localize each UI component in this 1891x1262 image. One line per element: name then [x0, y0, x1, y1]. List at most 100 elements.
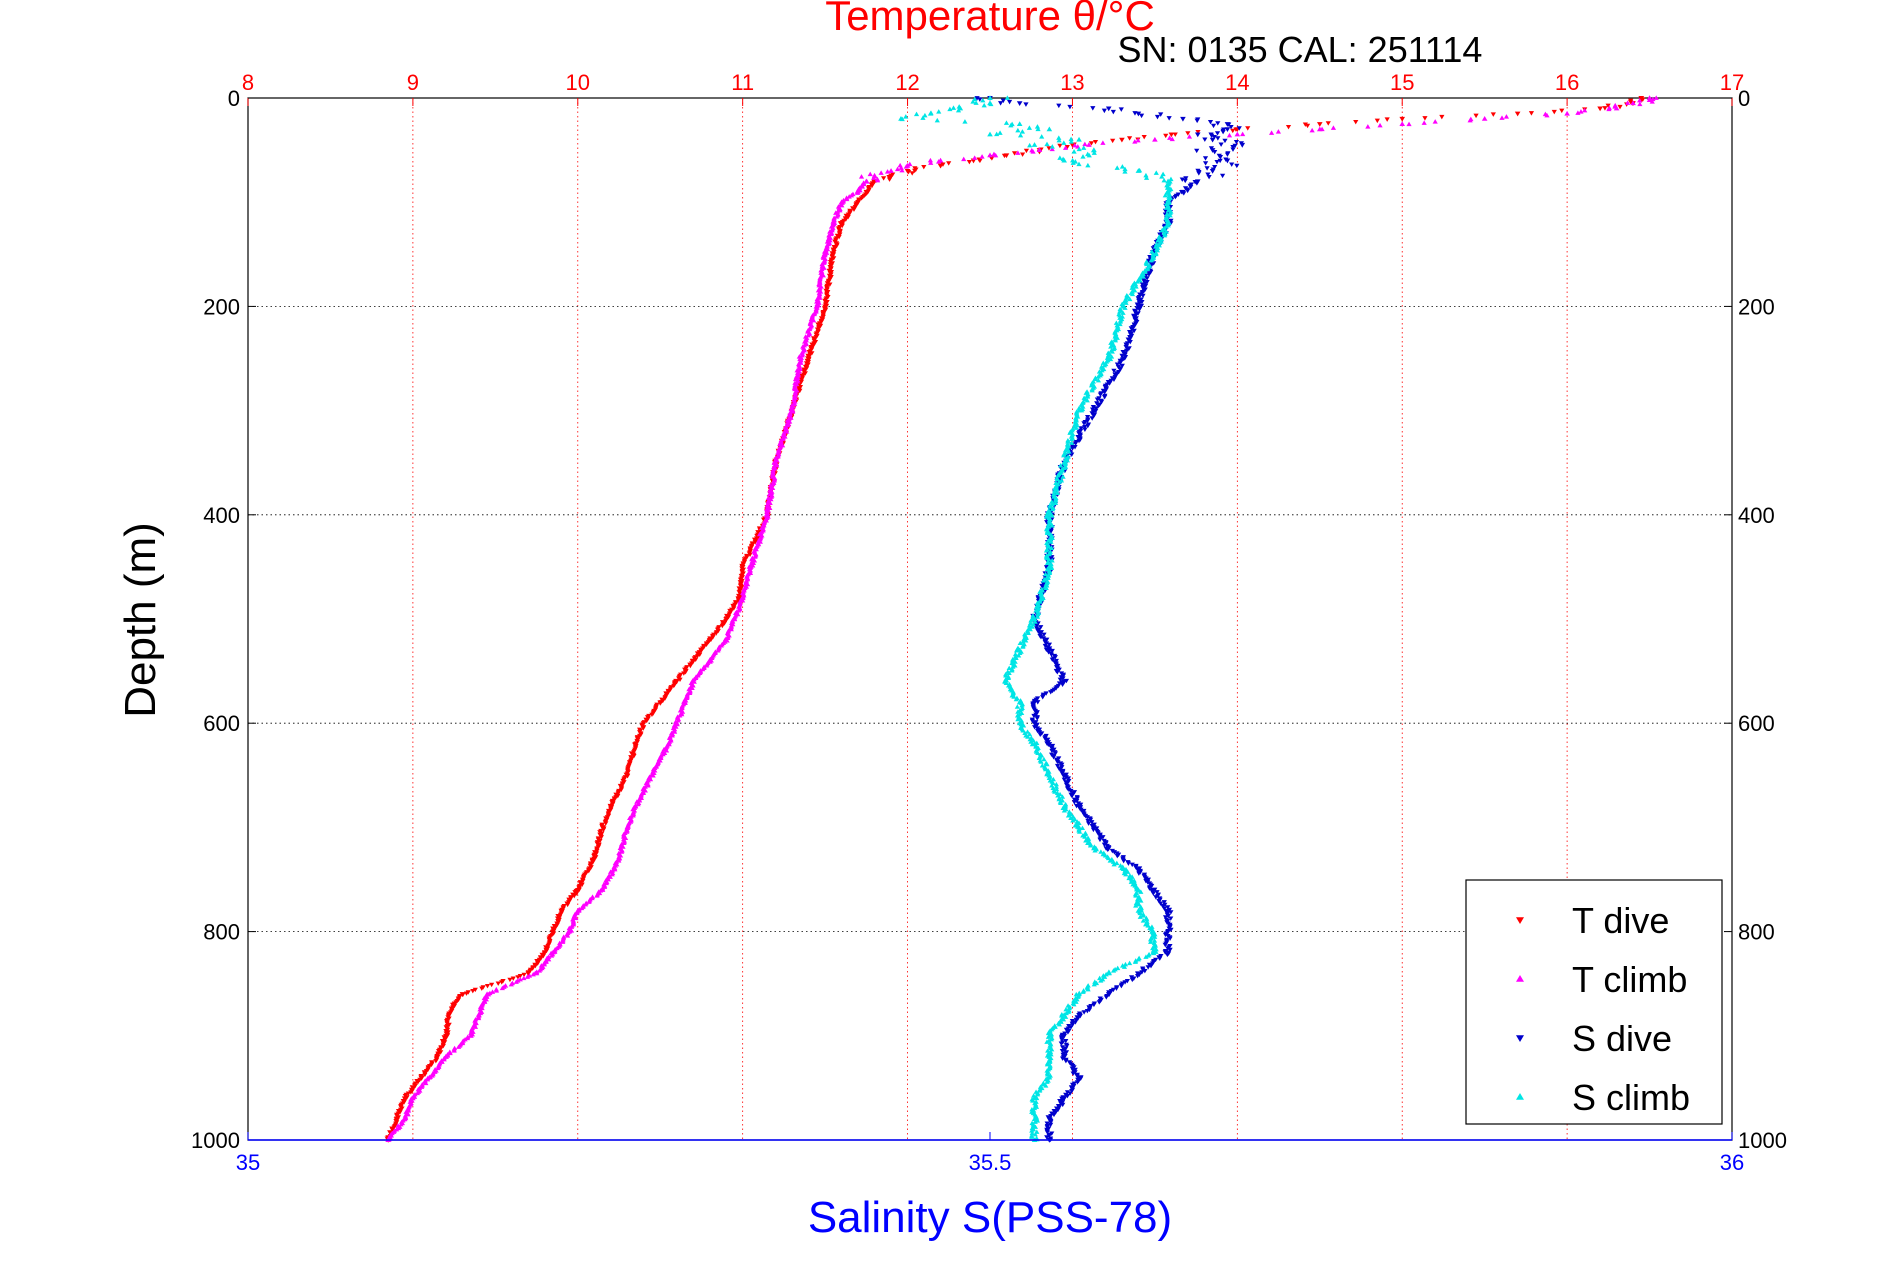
t-dive-point [946, 161, 952, 166]
s-climb-point [1049, 144, 1055, 149]
t-dive-point [615, 791, 621, 796]
t-climb-point [405, 1111, 411, 1117]
s-climb-point [1011, 694, 1017, 699]
s-dive-point [1105, 992, 1112, 997]
t-climb-point [1365, 124, 1371, 129]
s-climb-point [1017, 132, 1024, 138]
s-climb-point [1122, 166, 1128, 172]
t-climb-point [706, 657, 713, 663]
s-climb-point [1133, 284, 1139, 289]
t-climb-point [546, 956, 552, 962]
t-climb-point [1653, 95, 1659, 100]
t-dive-point [719, 623, 725, 629]
t-climb-point [1432, 119, 1438, 124]
t-climb-point [401, 1116, 408, 1122]
t-climb-point [987, 152, 993, 158]
s-dive-point [1091, 1002, 1097, 1008]
s-dive-point [1149, 961, 1156, 966]
s-dive-point [1145, 877, 1151, 883]
s-dive-point [1071, 800, 1078, 805]
s-climb-point [1088, 382, 1095, 388]
s-climb-point [1045, 575, 1051, 580]
t-climb-point [649, 772, 655, 778]
t-climb-point [508, 981, 514, 987]
s-climb-point [1165, 199, 1171, 205]
t-dive-point [632, 742, 639, 747]
temp-tick-label: 17 [1720, 70, 1744, 95]
s-climb-point [1061, 1012, 1067, 1017]
t-dive-point [813, 335, 819, 340]
depth-tick-label-right: 400 [1738, 503, 1775, 528]
t-dive-point [423, 1068, 430, 1074]
t-dive-point [594, 841, 600, 846]
t-dive-point [693, 657, 699, 663]
s-dive-point [1048, 1114, 1054, 1119]
s-dive-point [1098, 400, 1105, 405]
s-climb-point [1142, 269, 1148, 274]
temp-tick-label: 8 [242, 70, 254, 95]
s-climb-point [1076, 136, 1082, 142]
s-dive-point [1136, 871, 1142, 876]
s-climb-point [1110, 859, 1117, 864]
s-climb-point [1030, 738, 1037, 743]
s-dive-point [1063, 1027, 1070, 1033]
s-climb-point [1068, 136, 1074, 142]
s-climb-point [1132, 281, 1139, 287]
s-dive-point [1056, 103, 1062, 109]
t-climb-point [839, 202, 845, 208]
s-dive-point [1074, 1080, 1080, 1085]
s-climb-point [1043, 1083, 1049, 1088]
t-dive-point [1119, 137, 1125, 143]
t-dive-point [631, 750, 637, 755]
s-dive-point [1052, 751, 1059, 756]
t-dive-point [1046, 146, 1052, 151]
s-dive-point [1138, 297, 1144, 302]
s-climb-point [1040, 1081, 1046, 1087]
t-dive-point [845, 214, 851, 220]
s-dive-point [1054, 670, 1060, 675]
s-climb-point [1102, 974, 1108, 979]
s-climb-point [936, 109, 942, 114]
t-dive-point [815, 322, 821, 327]
s-dive-point [1016, 101, 1023, 107]
s-dive-point [1224, 152, 1231, 157]
t-dive-point [517, 973, 523, 979]
s-climb-point [1061, 453, 1067, 458]
t-climb-point [1377, 122, 1383, 128]
s-climb-point [1076, 407, 1082, 413]
s-climb-point [1070, 160, 1076, 165]
s-climb-point [1059, 794, 1066, 799]
t-dive-point [418, 1075, 424, 1081]
s-climb-point [1042, 766, 1049, 772]
t-climb-point [530, 971, 536, 977]
s-dive-point [1196, 171, 1202, 176]
s-dive-point [1217, 158, 1223, 164]
t-climb-point [566, 928, 573, 934]
s-dive-point [1136, 301, 1143, 306]
series-t-climb [385, 95, 1659, 1142]
s-dive-point [1029, 718, 1036, 724]
s-climb-point [1150, 945, 1156, 951]
s-dive-point [1064, 1043, 1070, 1049]
s-climb-point [1061, 803, 1067, 809]
t-climb-point [764, 512, 771, 517]
s-dive-point [1165, 929, 1171, 935]
s-climb-point [1017, 640, 1023, 645]
s-climb-point [1130, 282, 1136, 288]
t-dive-point [593, 851, 600, 856]
s-climb-point [1035, 126, 1041, 132]
s-climb-point [1027, 736, 1033, 742]
t-dive-point [1168, 132, 1175, 138]
s-climb-point [1038, 759, 1044, 764]
t-climb-point [1503, 114, 1510, 119]
s-climb-point [1041, 578, 1047, 583]
s-dive-point [1224, 158, 1231, 164]
s-dive-point [1074, 798, 1080, 804]
s-dive-point [1071, 1083, 1077, 1089]
s-climb-point [1061, 808, 1067, 813]
s-dive-point [1103, 995, 1109, 1000]
s-dive-point [1062, 1031, 1068, 1036]
s-climb-point [1031, 1116, 1038, 1122]
t-climb-point [451, 1048, 457, 1053]
t-dive-point [628, 751, 635, 756]
